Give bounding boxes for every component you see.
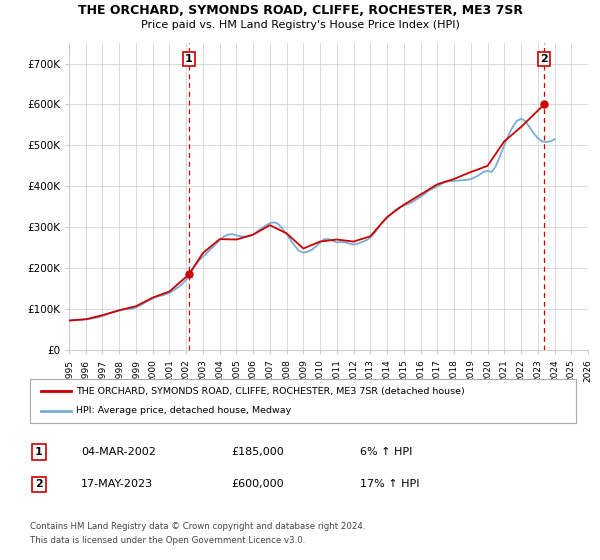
Text: £600,000: £600,000 bbox=[231, 479, 284, 489]
Text: THE ORCHARD, SYMONDS ROAD, CLIFFE, ROCHESTER, ME3 7SR (detached house): THE ORCHARD, SYMONDS ROAD, CLIFFE, ROCHE… bbox=[76, 387, 465, 396]
Text: 2: 2 bbox=[540, 54, 548, 64]
Text: This data is licensed under the Open Government Licence v3.0.: This data is licensed under the Open Gov… bbox=[30, 536, 305, 545]
Text: Price paid vs. HM Land Registry's House Price Index (HPI): Price paid vs. HM Land Registry's House … bbox=[140, 20, 460, 30]
Text: 1: 1 bbox=[185, 54, 193, 64]
Text: THE ORCHARD, SYMONDS ROAD, CLIFFE, ROCHESTER, ME3 7SR: THE ORCHARD, SYMONDS ROAD, CLIFFE, ROCHE… bbox=[77, 4, 523, 17]
Text: 04-MAR-2002: 04-MAR-2002 bbox=[81, 447, 156, 457]
Text: £185,000: £185,000 bbox=[231, 447, 284, 457]
Text: 17-MAY-2023: 17-MAY-2023 bbox=[81, 479, 153, 489]
Text: Contains HM Land Registry data © Crown copyright and database right 2024.: Contains HM Land Registry data © Crown c… bbox=[30, 522, 365, 531]
Text: 17% ↑ HPI: 17% ↑ HPI bbox=[360, 479, 419, 489]
Text: 2: 2 bbox=[35, 479, 43, 489]
Text: 6% ↑ HPI: 6% ↑ HPI bbox=[360, 447, 412, 457]
Text: 1: 1 bbox=[35, 447, 43, 457]
Text: HPI: Average price, detached house, Medway: HPI: Average price, detached house, Medw… bbox=[76, 406, 292, 415]
